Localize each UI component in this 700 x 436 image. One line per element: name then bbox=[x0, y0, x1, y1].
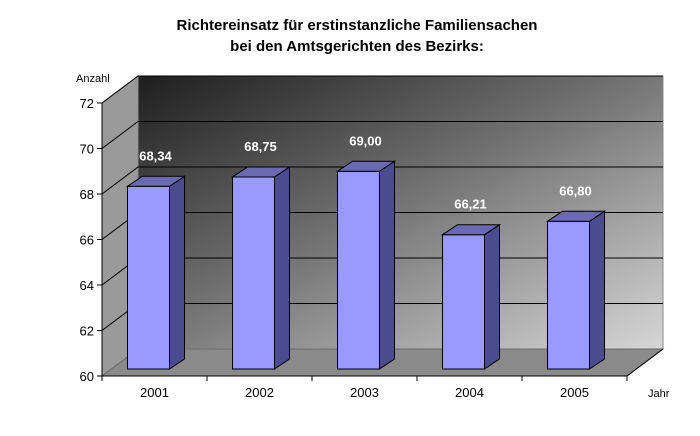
y-tick-label: 68 bbox=[80, 187, 94, 202]
bar-side bbox=[380, 161, 395, 369]
bar bbox=[128, 176, 185, 369]
bar-side bbox=[485, 225, 500, 369]
y-tick-label: 66 bbox=[80, 233, 94, 248]
x-tick-label: 2003 bbox=[350, 385, 379, 400]
bar-side bbox=[590, 211, 605, 369]
y-tick-label: 62 bbox=[80, 324, 94, 339]
y-tick-label: 60 bbox=[80, 369, 94, 384]
y-tick-label: 72 bbox=[80, 96, 94, 111]
chart-title-line-2: bei den Amtsgerichten des Bezirks: bbox=[230, 38, 484, 55]
bar bbox=[233, 167, 290, 369]
x-tick-label: 2005 bbox=[560, 385, 589, 400]
bar bbox=[443, 225, 500, 369]
x-axis-title: Jahr bbox=[648, 388, 670, 400]
data-label: 66,80 bbox=[559, 183, 592, 198]
chart-title-line-1: Richtereinsatz für erstinstanzliche Fami… bbox=[177, 17, 538, 34]
bar bbox=[338, 161, 395, 369]
y-axis-title: Anzahl bbox=[76, 73, 110, 85]
x-tick-label: 2004 bbox=[455, 385, 484, 400]
bar-front bbox=[338, 171, 380, 369]
data-label: 68,75 bbox=[244, 139, 277, 154]
bar-front bbox=[443, 235, 485, 369]
y-tick-label: 70 bbox=[80, 142, 94, 157]
data-label: 68,34 bbox=[139, 148, 172, 163]
data-label: 66,21 bbox=[454, 197, 487, 212]
data-label: 69,00 bbox=[349, 133, 382, 148]
x-tick-label: 2001 bbox=[140, 385, 169, 400]
bar-side bbox=[275, 167, 290, 369]
bar-front bbox=[128, 186, 170, 369]
bar-front bbox=[233, 177, 275, 369]
y-tick-label: 64 bbox=[80, 278, 94, 293]
bar bbox=[548, 211, 605, 369]
x-tick-label: 2002 bbox=[245, 385, 274, 400]
bar-front bbox=[548, 221, 590, 369]
bar-side bbox=[170, 176, 185, 369]
